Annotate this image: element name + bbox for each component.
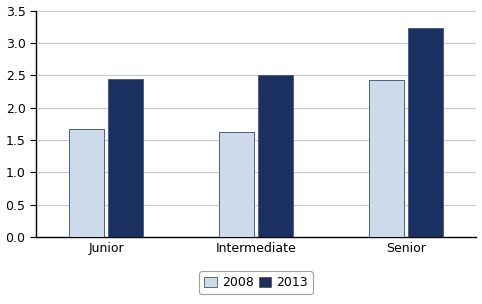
Bar [408, 28, 443, 237]
Bar [69, 129, 104, 237]
Legend: 2008, 2013: 2008, 2013 [200, 271, 313, 294]
Bar [108, 79, 143, 237]
Bar [219, 132, 254, 237]
Bar [258, 75, 293, 237]
Bar [369, 81, 404, 237]
